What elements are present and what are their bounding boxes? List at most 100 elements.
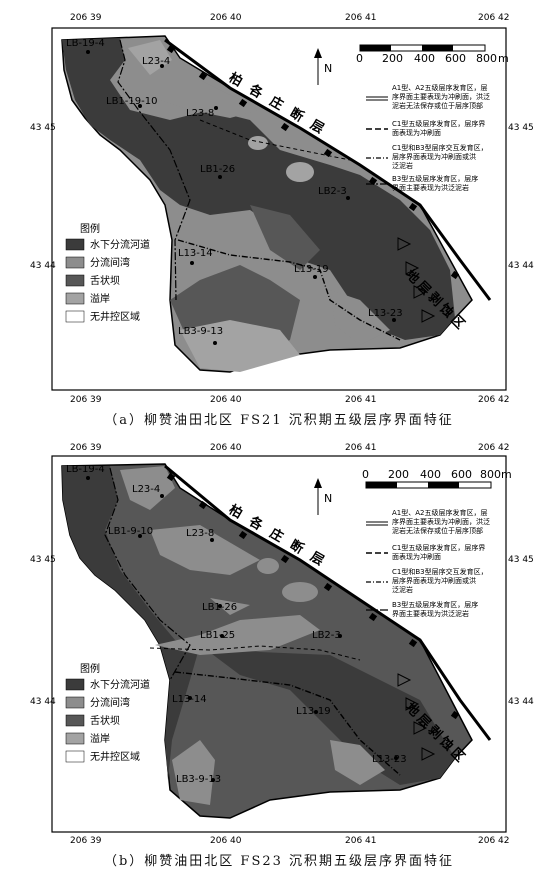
grid-label: 43 45 xyxy=(30,123,56,133)
well-label: LB2-3 xyxy=(312,630,341,641)
scale-tick: 200 xyxy=(382,52,403,65)
map-frame xyxy=(51,27,507,391)
facies-interchannel xyxy=(257,558,279,574)
facies-legend: 图例 水下分流河道 分流间湾 舌状坝 溢岸 无井控区域 xyxy=(65,662,150,763)
svg-text:泥岩无法保存或位于层序顶部: 泥岩无法保存或位于层序顶部 xyxy=(392,526,483,535)
well-label: LB3-9-13 xyxy=(176,774,221,785)
well-label: LB1-25 xyxy=(200,630,235,641)
grid-label: 206 39 xyxy=(70,13,102,23)
svg-text:C1型五级层序发育区，层序界: C1型五级层序发育区，层序界 xyxy=(392,119,485,128)
facies-interchannel xyxy=(330,290,390,345)
scale-tick: 600 xyxy=(451,468,472,481)
svg-text:序界面主要表现为冲刷面，洪泛: 序界面主要表现为冲刷面，洪泛 xyxy=(392,517,490,526)
grid-label: 43 45 xyxy=(508,123,534,133)
legend-label: 无井控区域 xyxy=(90,750,140,763)
scale-tick: 800 xyxy=(476,52,497,65)
grid-label: 206 40 xyxy=(210,13,242,23)
well-markers: LB-19-4 L23-4 LB1-19-10 L23-8 LB1-26 LB2… xyxy=(66,38,403,345)
legend-label: 溢岸 xyxy=(90,732,110,745)
facies-interchannel xyxy=(120,466,175,510)
legend-label: 舌状坝 xyxy=(90,274,120,287)
legend-label: 水下分流河道 xyxy=(90,238,150,251)
grid-labels-bottom: 206 39 206 40 206 41 206 42 xyxy=(70,836,510,846)
fault-line xyxy=(164,464,492,741)
scale-tick: 0 xyxy=(356,52,363,65)
svg-text:泛泥岩: 泛泥岩 xyxy=(392,585,413,594)
facies-legend: 图例 水下分流河道 分流间湾 舌状坝 溢岸 无井控区域 xyxy=(65,222,150,323)
well-label: L23-4 xyxy=(132,484,160,495)
sequence-boundary-line xyxy=(104,467,191,681)
sequence-boundary-line xyxy=(177,239,401,341)
facies-interchannel xyxy=(286,162,314,182)
facies-channel xyxy=(62,466,200,780)
well-label: L13-19 xyxy=(294,264,329,275)
well-label: LB1-26 xyxy=(200,164,235,175)
figure-caption-a: （a）柳赞油田北区 FS21 沉积期五级层序界面特征 xyxy=(104,413,454,428)
north-arrow: N xyxy=(314,478,332,515)
grid-label: 206 42 xyxy=(478,395,510,405)
sequence-boundary-line xyxy=(199,119,351,161)
well-label: LB-19-4 xyxy=(66,38,105,49)
scale-bar: 0 200 400 600 800m xyxy=(362,468,512,489)
facies-interchannel xyxy=(282,582,318,602)
svg-text:层序界面表现为冲刷面或洪: 层序界面表现为冲刷面或洪 xyxy=(392,152,476,161)
legend-label: 分流间湾 xyxy=(90,256,130,269)
svg-text:面表现为冲刷面: 面表现为冲刷面 xyxy=(392,128,441,137)
scale-unit: m xyxy=(498,52,509,65)
grid-label: 206 42 xyxy=(478,836,510,846)
grid-label: 206 39 xyxy=(70,443,102,453)
facies-interchannel xyxy=(248,136,268,150)
grid-labels-top: 206 39 206 40 206 41 206 42 xyxy=(70,443,510,453)
legend-title: 图例 xyxy=(80,222,100,235)
grid-labels-side: 43 45 43 44 43 45 43 44 xyxy=(30,123,534,271)
grid-label: 43 45 xyxy=(508,555,534,565)
facies-channel xyxy=(200,645,455,785)
svg-text:C1型和B3型层序交互发育区，: C1型和B3型层序交互发育区， xyxy=(392,143,488,152)
sequence-boundary-line xyxy=(149,645,361,661)
svg-text:C1型五级层序发育区，层序界: C1型五级层序发育区，层序界 xyxy=(392,543,485,552)
facies-interchannel xyxy=(210,598,250,615)
well-label: L13-19 xyxy=(296,706,331,717)
well-label: L23-8 xyxy=(186,108,214,119)
legend-label: 水下分流河道 xyxy=(90,678,150,691)
north-label: N xyxy=(324,492,332,505)
grid-label: 43 45 xyxy=(30,555,56,565)
svg-text:泥岩无法保存或位于层序顶部: 泥岩无法保存或位于层序顶部 xyxy=(392,101,483,110)
svg-text:B3型五级层序发育区，层序: B3型五级层序发育区，层序 xyxy=(392,174,478,183)
grid-label: 206 42 xyxy=(478,13,510,23)
facies-interchannel xyxy=(150,525,260,575)
facies-interchannel xyxy=(330,740,385,785)
grid-label: 206 39 xyxy=(70,395,102,405)
grid-label: 206 40 xyxy=(210,395,242,405)
legend-label: 分流间湾 xyxy=(90,696,130,709)
map-panel-b: 206 39 206 40 206 41 206 42 206 39 206 4… xyxy=(0,440,558,876)
grid-label: 206 42 xyxy=(478,443,510,453)
facies-channel xyxy=(155,615,320,655)
grid-label: 43 44 xyxy=(30,697,56,707)
svg-text:泛泥岩: 泛泥岩 xyxy=(392,161,413,170)
well-label: LB3-9-13 xyxy=(178,326,223,337)
facies-tongue-bar xyxy=(250,205,320,270)
fault-line xyxy=(164,38,492,301)
sequence-boundary-line xyxy=(117,39,191,301)
scale-tick: 200 xyxy=(388,468,409,481)
grid-label: 206 39 xyxy=(70,836,102,846)
well-label: L13-14 xyxy=(178,248,213,259)
erosion-triangles xyxy=(397,673,436,761)
facies-channel xyxy=(62,38,455,340)
grid-label: 43 44 xyxy=(30,261,56,271)
north-label: N xyxy=(324,62,332,75)
grid-label: 206 41 xyxy=(345,13,377,23)
facies-interchannel xyxy=(150,80,260,118)
scale-tick: 600 xyxy=(445,52,466,65)
grid-label: 206 41 xyxy=(345,836,377,846)
scale-tick: 800m xyxy=(480,468,512,481)
scale-tick: 400 xyxy=(420,468,441,481)
well-label: L23-4 xyxy=(142,56,170,67)
well-label: L23-8 xyxy=(186,528,214,539)
erosion-triangles xyxy=(397,237,436,323)
legend-label: 溢岸 xyxy=(90,292,110,305)
svg-text:面表现为冲刷面: 面表现为冲刷面 xyxy=(392,552,441,561)
fault-ticks xyxy=(166,44,460,280)
svg-text:序界面主要表现为冲刷面，洪泛: 序界面主要表现为冲刷面，洪泛 xyxy=(392,92,490,101)
